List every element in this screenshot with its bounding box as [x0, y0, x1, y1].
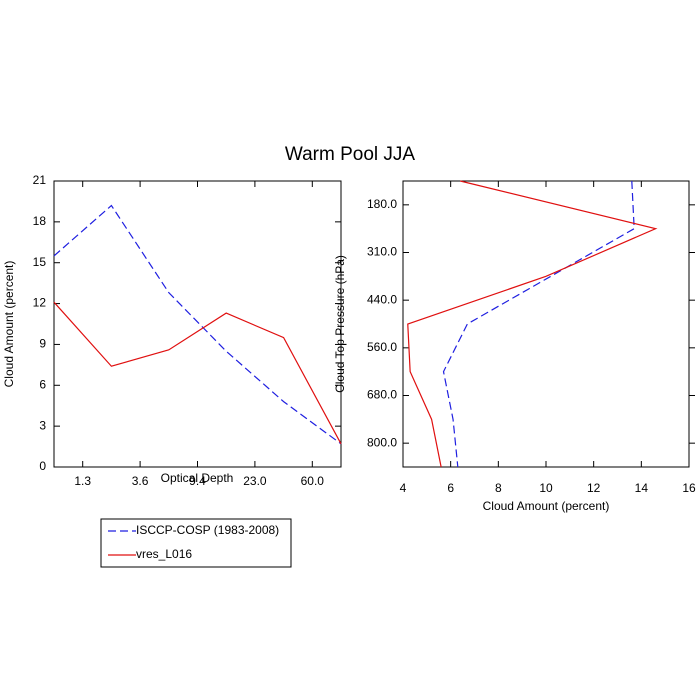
x-tick-label: 12: [587, 481, 601, 495]
x-tick-label: 23.0: [243, 474, 267, 488]
y-axis-label: Cloud Top Pressure (hPa): [333, 255, 347, 393]
x-tick-label: 1.3: [74, 474, 91, 488]
x-tick-label: 60.0: [301, 474, 325, 488]
y-tick-label: 3: [39, 418, 46, 432]
data-line: [442, 180, 635, 468]
y-tick-label: 560.0: [367, 340, 397, 354]
legend: [100, 518, 292, 568]
y-tick-label: 12: [33, 296, 47, 310]
y-tick-label: 0: [39, 459, 46, 473]
y-tick-label: 800.0: [367, 435, 397, 449]
y-tick-label: 9: [39, 337, 46, 351]
x-axis-label: Cloud Amount (percent): [483, 499, 610, 513]
y-tick-label: 440.0: [367, 292, 397, 306]
y-tick-label: 6: [39, 377, 46, 391]
y-tick-label: 21: [33, 173, 47, 187]
x-tick-label: 16: [682, 481, 696, 495]
data-line: [53, 204, 342, 445]
x-axis-label: Optical Depth: [161, 471, 234, 485]
y-tick-label: 310.0: [367, 245, 397, 259]
x-tick-label: 9.4: [189, 474, 206, 488]
x-tick-label: 3.6: [132, 474, 149, 488]
chart-title: Warm Pool JJA: [285, 144, 416, 165]
data-line: [407, 180, 658, 468]
data-line: [53, 301, 342, 445]
x-tick-label: 14: [635, 481, 649, 495]
y-tick-label: 15: [33, 255, 47, 269]
x-tick-label: 4: [400, 481, 407, 495]
y-tick-label: 680.0: [367, 388, 397, 402]
legend-label: vres_L016: [136, 547, 192, 561]
x-tick-label: 6: [447, 481, 454, 495]
legend-label: ISCCP-COSP (1983-2008): [136, 523, 279, 537]
x-tick-label: 8: [495, 481, 502, 495]
y-tick-label: 180.0: [367, 197, 397, 211]
y-axis-label: Cloud Amount (percent): [2, 261, 16, 388]
x-tick-label: 10: [539, 481, 553, 495]
y-tick-label: 18: [33, 214, 47, 228]
